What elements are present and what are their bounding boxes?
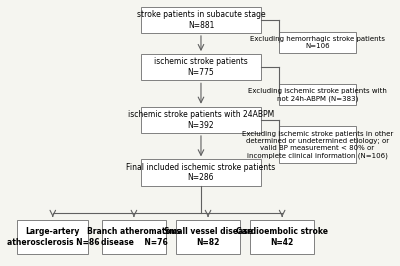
Text: stroke patients in subacute stage
N=881: stroke patients in subacute stage N=881 <box>137 10 265 30</box>
FancyBboxPatch shape <box>141 54 261 80</box>
Text: Large-artery
atherosclerosis N=86: Large-artery atherosclerosis N=86 <box>6 227 99 247</box>
FancyBboxPatch shape <box>279 32 356 53</box>
FancyBboxPatch shape <box>176 220 240 254</box>
FancyBboxPatch shape <box>141 159 261 186</box>
Text: Final included ischemic stroke patients
N=286: Final included ischemic stroke patients … <box>126 163 276 182</box>
Text: Excluding ischemic stroke patients with
not 24h-ABPM (N=383): Excluding ischemic stroke patients with … <box>248 88 387 102</box>
Text: Small vessel disease
N=82: Small vessel disease N=82 <box>164 227 252 247</box>
Text: ischemic stroke patients with 24ABPM
N=392: ischemic stroke patients with 24ABPM N=3… <box>128 110 274 130</box>
FancyBboxPatch shape <box>279 126 356 163</box>
FancyBboxPatch shape <box>141 107 261 133</box>
Text: Cardioembolic stroke
N=42: Cardioembolic stroke N=42 <box>236 227 328 247</box>
FancyBboxPatch shape <box>18 220 88 254</box>
Text: ischemic stroke patients
N=775: ischemic stroke patients N=775 <box>154 57 248 77</box>
Text: Excluding ischemic stroke patients in other
determined or undetermined etiology;: Excluding ischemic stroke patients in ot… <box>242 131 393 159</box>
Text: Branch atheromatous
disease    N=76: Branch atheromatous disease N=76 <box>87 227 181 247</box>
FancyBboxPatch shape <box>102 220 166 254</box>
Text: Excluding hemorrhagic stroke patients
N=106: Excluding hemorrhagic stroke patients N=… <box>250 36 385 49</box>
FancyBboxPatch shape <box>279 84 356 105</box>
FancyBboxPatch shape <box>250 220 314 254</box>
FancyBboxPatch shape <box>141 7 261 33</box>
